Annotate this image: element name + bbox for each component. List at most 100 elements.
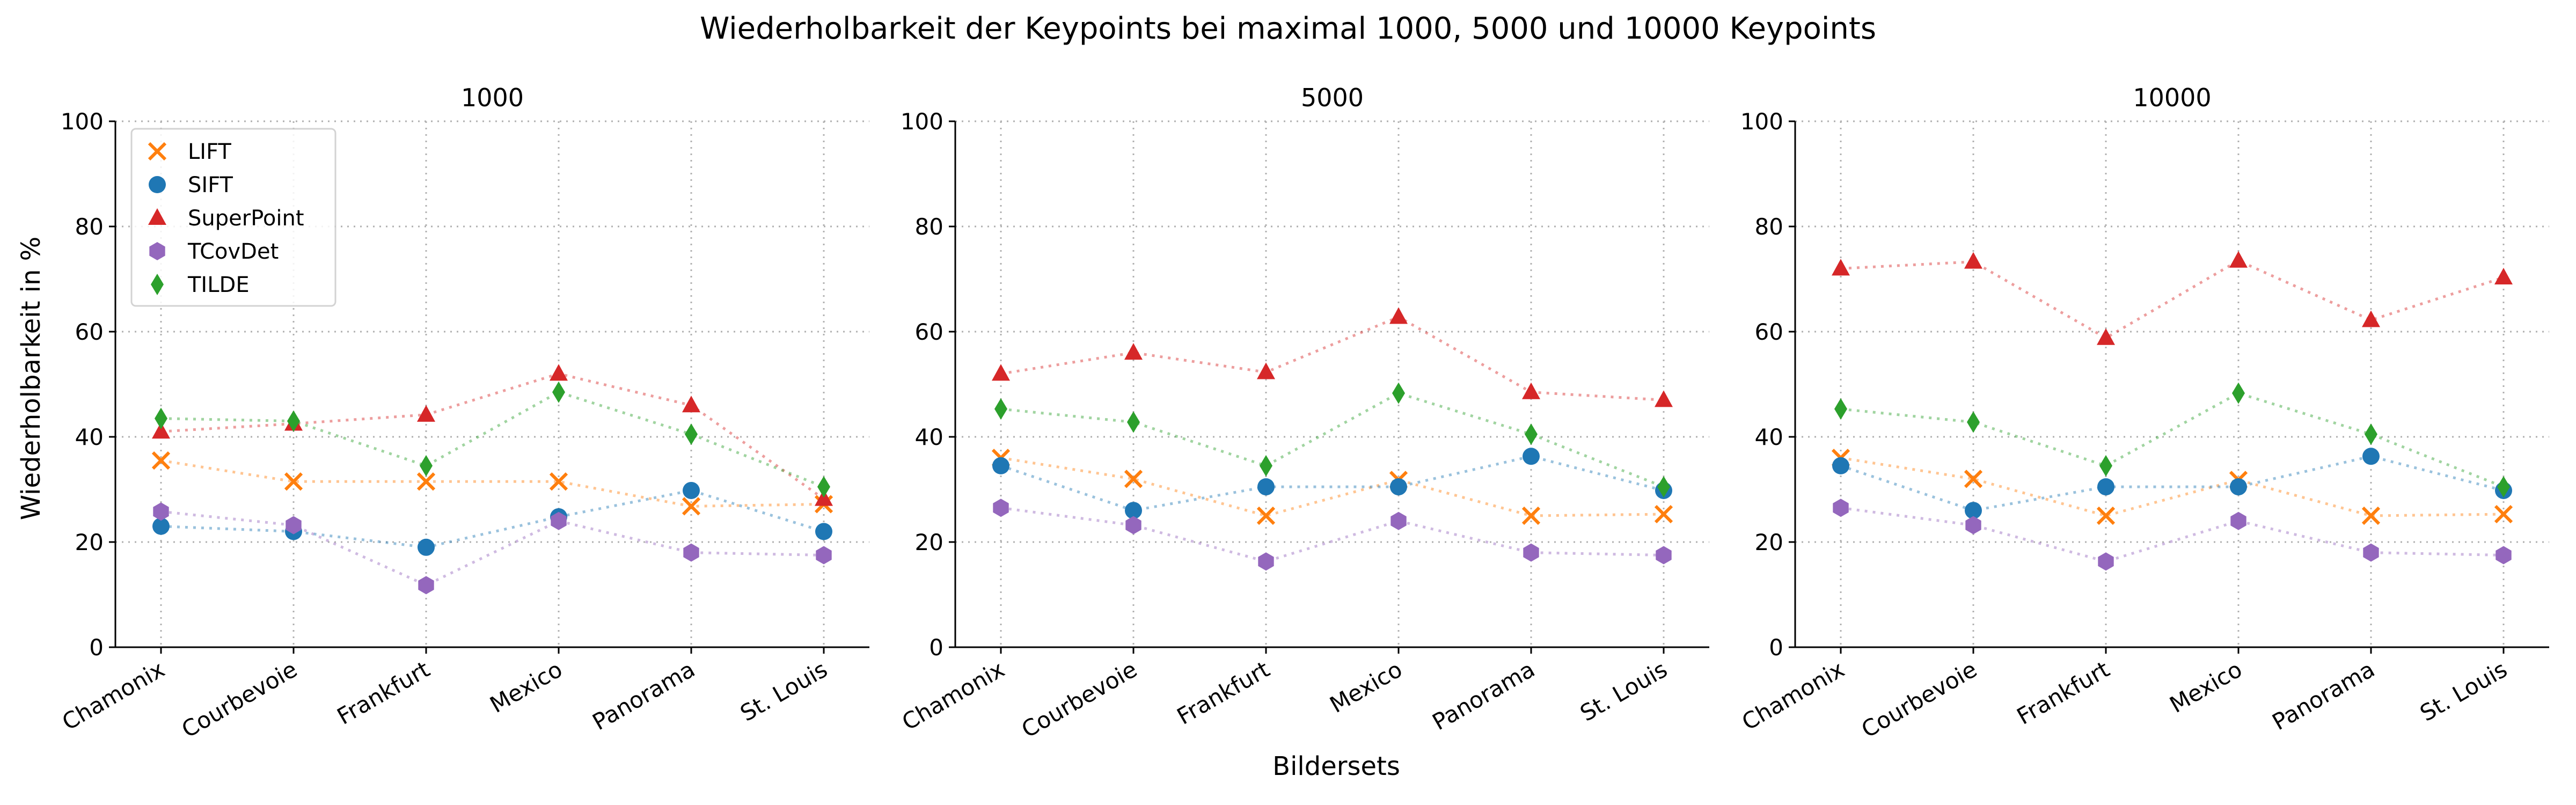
data-point-superpoint	[417, 405, 435, 422]
data-point-lift	[549, 472, 568, 491]
data-point-superpoint	[992, 364, 1010, 381]
subplot-title: 5000	[1301, 83, 1364, 112]
data-point-tcovdet	[1965, 516, 1981, 535]
y-tick-label: 20	[75, 529, 104, 555]
y-tick-label: 80	[75, 214, 104, 240]
legend-label: TCovDet	[187, 239, 279, 264]
figure-title: Wiederholbarkeit der Keypoints bei maxim…	[700, 11, 1876, 46]
data-point-sift	[2230, 478, 2247, 496]
data-point-sift	[418, 538, 435, 556]
data-point-sift	[152, 517, 170, 535]
data-point-tcovdet	[153, 502, 169, 521]
data-point-tcovdet	[286, 516, 302, 535]
data-point-lift	[2494, 504, 2513, 524]
data-point-tcovdet	[2363, 543, 2379, 562]
data-point-sift	[1965, 502, 1982, 519]
legend-label: TILDE	[187, 273, 250, 297]
data-point-sift	[1125, 502, 1142, 519]
data-point-tcovdet	[1833, 499, 1849, 517]
legend-marker-superpoint	[148, 208, 166, 225]
series-line-tilde	[160, 390, 824, 488]
data-point-superpoint	[1257, 362, 1275, 379]
data-point-lift	[1964, 470, 1983, 488]
data-point-tilde	[2099, 455, 2112, 477]
data-point-superpoint	[1389, 307, 1408, 324]
y-tick-label: 80	[915, 214, 943, 240]
data-point-superpoint	[2362, 310, 2380, 327]
series-line-sift	[1840, 455, 2504, 512]
legend-marker-tcovdet	[149, 242, 165, 260]
y-tick-label: 40	[1755, 424, 1783, 450]
y-tick-label: 60	[1755, 319, 1783, 345]
legend: LIFT SIFT SuperPoint TCovDet TILDE	[130, 128, 336, 307]
data-point-sift	[1523, 448, 1540, 465]
legend-marker-lift	[148, 142, 167, 161]
data-point-sift	[1257, 478, 1275, 496]
data-point-superpoint	[815, 489, 833, 506]
data-point-superpoint	[1655, 390, 1673, 407]
data-point-tilde	[1657, 476, 1670, 498]
data-point-sift	[1390, 478, 1407, 496]
data-point-superpoint	[682, 396, 700, 413]
y-axis-label: Wiederholbarkeit in %	[16, 237, 46, 521]
y-tick-label: 40	[75, 424, 104, 450]
data-point-tcovdet	[1656, 546, 1672, 565]
data-point-superpoint	[152, 422, 170, 439]
data-point-superpoint	[550, 364, 568, 381]
data-point-tcovdet	[683, 543, 699, 562]
legend-marker-sift	[149, 176, 166, 193]
data-point-tilde	[2497, 476, 2510, 498]
data-point-tilde	[155, 407, 167, 429]
data-point-tcovdet	[1125, 516, 1141, 535]
subplot-title: 10000	[2133, 83, 2211, 112]
data-point-superpoint	[1964, 252, 1982, 269]
y-tick-label: 20	[1755, 529, 1783, 555]
data-point-superpoint	[2494, 268, 2513, 285]
series-line-sift	[1000, 455, 1664, 512]
data-point-tilde	[420, 455, 433, 477]
data-point-tilde	[1525, 423, 1538, 445]
y-tick-label: 80	[1755, 214, 1783, 240]
data-point-sift	[683, 481, 700, 499]
data-point-tcovdet	[418, 576, 434, 595]
data-point-tilde	[287, 410, 300, 432]
y-tick-label: 60	[915, 319, 943, 345]
data-point-tcovdet	[1523, 543, 1539, 562]
data-point-tilde	[994, 398, 1007, 420]
y-tick-label: 60	[75, 319, 104, 345]
y-tick-label: 20	[915, 529, 943, 555]
data-point-tilde	[552, 381, 565, 403]
series-line-tcovdet	[1000, 506, 1664, 563]
x-axis-label: Bildersets	[1272, 751, 1400, 781]
data-point-superpoint	[1832, 259, 1850, 276]
y-tick-label: 100	[1740, 108, 1783, 135]
data-point-lift	[2096, 506, 2116, 525]
data-point-tilde	[817, 476, 830, 498]
data-point-tcovdet	[2230, 511, 2246, 530]
data-point-sift	[992, 457, 1009, 474]
data-point-sift	[815, 523, 832, 540]
data-point-lift	[2361, 506, 2381, 525]
legend-frame	[130, 128, 336, 307]
data-point-tilde	[1392, 382, 1405, 404]
data-point-lift	[1124, 470, 1143, 488]
data-point-superpoint	[2097, 328, 2115, 345]
data-point-lift	[416, 472, 436, 491]
data-point-sift	[2097, 478, 2114, 496]
series-line-lift	[160, 459, 824, 508]
y-tick-label: 100	[61, 108, 104, 135]
series-line-lift	[1840, 456, 2504, 517]
subplot-title: 1000	[461, 83, 524, 112]
series-line-superpoint	[1000, 315, 1664, 401]
y-tick-label: 40	[915, 424, 943, 450]
y-tick-label: 0	[1769, 634, 1783, 661]
legend-label: LIFT	[188, 140, 231, 164]
data-point-tilde	[2365, 423, 2377, 445]
data-point-tcovdet	[993, 499, 1009, 517]
legend-label: SIFT	[188, 173, 233, 197]
data-point-superpoint	[1124, 343, 1143, 360]
data-point-tilde	[1967, 411, 1980, 433]
series-line-tilde	[1840, 391, 2504, 488]
data-point-tcovdet	[816, 546, 832, 565]
